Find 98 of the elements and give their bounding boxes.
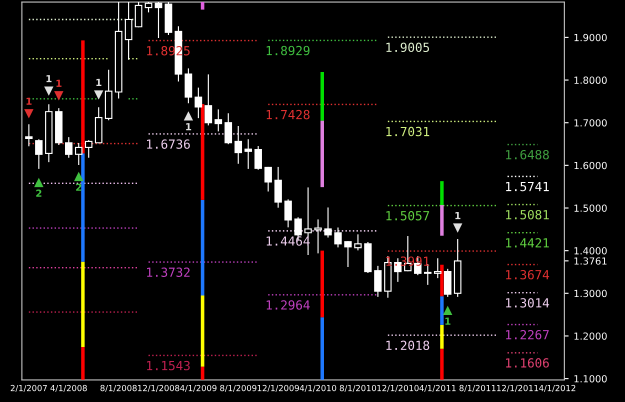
annotation: 1.9005 [386, 42, 430, 52]
bar [81, 40, 85, 154]
annotation: 1.2018 [386, 340, 430, 350]
annotation: 1.4421 [506, 238, 549, 248]
point [34, 178, 44, 188]
x-tick-label: 12/1/2008 [138, 384, 180, 392]
annotation: 1.6736 [147, 139, 190, 149]
x-tick-label: 4/1/2012 [539, 384, 576, 392]
annotation: 1.5057 [386, 210, 430, 220]
bar [440, 324, 444, 349]
y-tick-label: 1.1000 [574, 375, 607, 382]
candlestick [194, 88, 202, 118]
y-tick-label: 1.5000 [574, 204, 607, 212]
annotation: 1.5081 [506, 210, 549, 220]
candlestick [25, 124, 33, 146]
x-tick-label: 8/1/2009 [220, 384, 256, 392]
x-tick-label: 4/1/2011 [419, 384, 456, 392]
series-label: 1 [186, 123, 192, 130]
point [453, 223, 462, 233]
x-tick-label: 4/1/2010 [300, 384, 336, 392]
candlestick [234, 126, 242, 164]
x-tick-label: 8/1/2010 [340, 384, 376, 392]
bar [200, 366, 204, 380]
candlestick [244, 139, 252, 169]
annotation: 1.1543 [147, 360, 190, 370]
candlestick [154, 2, 162, 38]
candlestick [254, 146, 262, 170]
bar [200, 295, 204, 367]
x-tick-label: 2/1/2007 [10, 384, 47, 392]
candlestick [314, 219, 322, 254]
x-tick-label: 12/1/2009 [258, 384, 299, 392]
point [44, 86, 54, 96]
candlestick [354, 234, 362, 250]
candlestick [35, 139, 43, 169]
point [94, 90, 104, 100]
annotation: 1.7428 [266, 110, 310, 120]
candlestick [184, 68, 192, 104]
x-tick-label: 4/1/2008 [50, 384, 87, 392]
candlestick [374, 266, 382, 297]
bar [81, 153, 85, 262]
text: 1 [26, 98, 32, 105]
candlestick [424, 264, 432, 285]
annotation: 1.3674 [506, 270, 550, 280]
text: 1 [96, 78, 102, 86]
x-tick-label: 8/1/2011 [459, 384, 496, 392]
bar [440, 296, 444, 325]
candlestick [434, 258, 442, 278]
bar [440, 348, 444, 380]
candlestick [284, 199, 292, 228]
y-tick-label: 1.9000 [574, 34, 607, 42]
annotation: 1.3014 [506, 298, 550, 308]
bar [81, 262, 85, 348]
annotation: 1.7031 [386, 126, 430, 136]
y-tick-label: 1.2000 [574, 332, 607, 340]
text: 1 [46, 75, 52, 82]
y-tick-label: 1.8000 [574, 76, 607, 84]
bar [200, 200, 204, 296]
point [24, 109, 34, 118]
candlestick [264, 166, 272, 192]
x-tick-label: 8/1/2008 [100, 384, 137, 392]
point [443, 306, 452, 316]
candlestick [344, 241, 352, 267]
y-tick-label: 1.3000 [574, 290, 607, 298]
series-label: 2 [36, 190, 42, 197]
candlestick [334, 228, 342, 248]
candlestick [224, 113, 232, 144]
x-tick-label: 12/1/2011 [497, 384, 538, 392]
bar [440, 205, 444, 236]
annotation: 1.2267 [506, 330, 549, 340]
candlestick [84, 140, 92, 158]
candlestick [204, 74, 212, 126]
y-tick-label: 1.7000 [574, 119, 607, 127]
candlestick [444, 268, 452, 297]
bar [81, 347, 85, 380]
annotation: 1.6488 [506, 150, 549, 160]
x-tick-label: 4/1/2009 [180, 384, 217, 392]
candlestick [74, 143, 82, 166]
point [54, 91, 64, 100]
point [74, 172, 84, 182]
annotation: 1.2964 [266, 300, 310, 310]
y-tick-label: 1.3761 [574, 257, 607, 265]
point [184, 111, 194, 121]
candlestick [274, 166, 282, 208]
annotation: 1.3732 [147, 267, 190, 277]
y-tick-label: 1.6000 [574, 162, 607, 170]
candlestick [65, 137, 72, 158]
x-tick-label: 12/1/2010 [377, 384, 419, 392]
annotation: 1.8929 [266, 46, 310, 56]
y-tick-label: 1.4000 [574, 247, 607, 254]
text: 1 [455, 212, 460, 220]
candlestick [214, 109, 222, 132]
series-label: 1 [56, 80, 62, 87]
bar [200, 2, 204, 10]
bar [440, 181, 444, 206]
annotation: 1.1606 [506, 358, 549, 368]
annotation: 1.5741 [506, 182, 549, 192]
series-label: 1 [445, 318, 450, 325]
candlestick [324, 207, 332, 238]
